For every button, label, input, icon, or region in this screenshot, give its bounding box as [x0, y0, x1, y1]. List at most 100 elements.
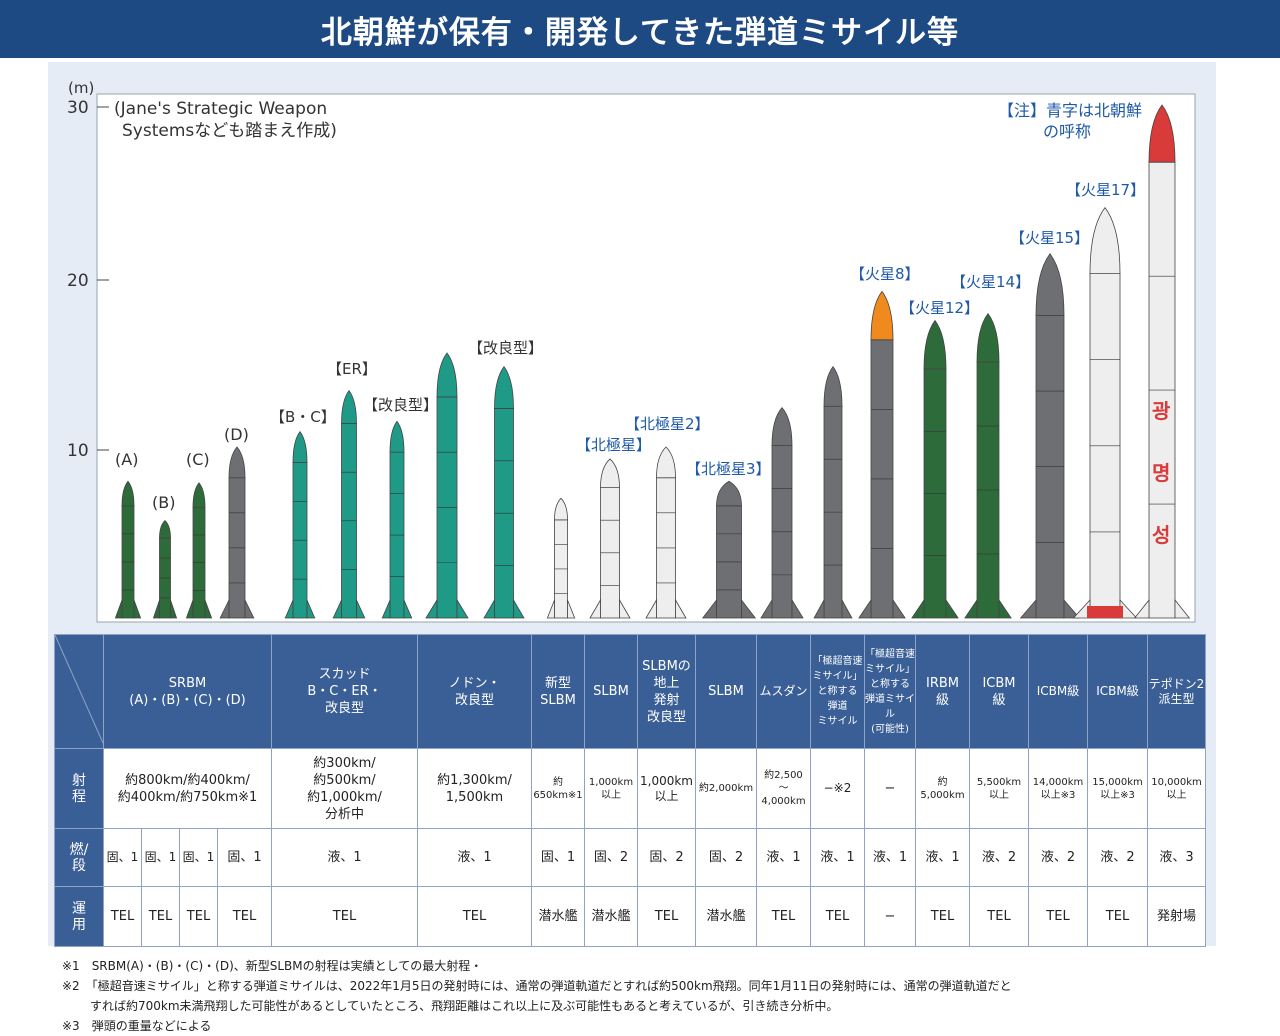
missile-label-pukguksong-3: 【北極星3】: [686, 460, 771, 478]
missile-nose: [436, 352, 458, 398]
missile-fins: [1133, 598, 1191, 619]
missile-fins: [152, 599, 178, 619]
missile-label-pukguksong-2: 【北極星2】: [625, 415, 710, 433]
source-note-line1: (Jane's Strategic Weapon: [114, 99, 327, 119]
missile-diagram: (m) 30 20 10 (Jane's Strategic Weapon Sy…: [67, 79, 1196, 623]
ops-cell: 潜水艦: [695, 886, 757, 947]
page-title: 北朝鮮が保有・開発してきた弾道ミサイル等: [320, 14, 960, 51]
ops-cell: TEL: [417, 886, 532, 947]
header-slbm-1: SLBM: [584, 634, 638, 749]
fuel-cell: 液、1: [756, 828, 811, 887]
range-nodong: 約1,300km/ 1,500km: [417, 748, 532, 829]
fuel-cell: 固、2: [637, 828, 696, 887]
missile-fins: [332, 599, 366, 619]
missile-silhouette: [483, 365, 525, 619]
missile-silhouette: [760, 407, 804, 619]
missile-nose: [159, 519, 171, 539]
missile-label-pukguksong: 【北極星】: [576, 436, 651, 454]
fuel-cell: 固、1: [141, 828, 180, 887]
fuel-cell: 液、1: [810, 828, 865, 887]
y-unit-label: (m): [68, 79, 94, 97]
missile-label-hwasong-17: 【火星17】: [1066, 181, 1145, 199]
header-icbm-2: ICBM級: [1028, 634, 1088, 749]
fuel-cell: 液、3: [1147, 828, 1206, 887]
spec-table-wrap: SRBM (A)・(B)・(C)・(D) スカッド B・C・ER・ 改良型 ノド…: [54, 634, 1206, 947]
header-srbm: SRBM (A)・(B)・(C)・(D): [103, 634, 272, 749]
hangul-char-3: 성: [1152, 523, 1170, 547]
ops-cell: TEL: [179, 886, 218, 947]
ops-cell: TEL: [271, 886, 418, 947]
range-hypersonic: −※2: [810, 748, 865, 829]
header-icbm-1: ICBM 級: [969, 634, 1029, 749]
missile-nose: [494, 365, 514, 409]
legend-note-line2: の呼称: [1043, 122, 1091, 141]
fuel-cell: 液、1: [417, 828, 532, 887]
missile-silhouette: [1019, 253, 1081, 619]
missile-silhouette: [546, 497, 576, 619]
fuel-cell: 液、2: [1087, 828, 1148, 887]
fuel-cell: 固、1: [531, 828, 585, 887]
missile-label-hwasong-14: 【火星14】: [951, 273, 1030, 291]
title-banner: 北朝鮮が保有・開発してきた弾道ミサイル等: [0, 0, 1280, 58]
fuel-cell: 液、1: [271, 828, 418, 887]
fuel-cell: 固、1: [103, 828, 142, 887]
missile-fins: [1019, 598, 1081, 619]
missile-nose: [923, 319, 947, 370]
ops-cell: 潜水艦: [584, 886, 638, 947]
missile-nose: [192, 482, 206, 508]
range-taepodong: 10,000km 以上: [1147, 748, 1206, 829]
fuel-cell: 固、2: [584, 828, 638, 887]
missile-fins: [185, 599, 213, 619]
row-head-ops: 運 用: [54, 886, 104, 947]
range-slbm-ground: 1,000km 以上: [637, 748, 696, 829]
missile-silhouette: [152, 519, 178, 619]
missile-nose: [1148, 104, 1176, 163]
header-scud: スカッド B・C・ER・ 改良型: [271, 634, 418, 749]
range-srbm: 約800km/約400km/ 約400km/約750km※1: [103, 748, 272, 829]
missile-label-nodong-improved: 【改良型】: [468, 339, 543, 357]
hangul-char-2: 명: [1152, 461, 1170, 485]
missile-nose: [976, 312, 1000, 363]
missile-fins: [219, 599, 255, 619]
header-taepodong: テポドン2 派生型: [1147, 634, 1206, 749]
range-icbm-1: 5,500km 以上: [969, 748, 1029, 829]
ops-cell: TEL: [810, 886, 865, 947]
ops-cell: −: [864, 886, 916, 947]
row-head-range: 射 程: [54, 748, 104, 829]
missile-nose: [1035, 253, 1065, 316]
footnote-3: ※3 弾頭の重量などによる: [62, 1019, 212, 1033]
missile-fins: [589, 598, 631, 619]
missile-nose: [228, 446, 246, 479]
missile-label-scud-er: 【ER】: [327, 360, 377, 378]
missile-fins: [858, 598, 906, 619]
missile-silhouette: [185, 482, 213, 619]
header-new-slbm: 新型 SLBM: [531, 634, 585, 749]
header-slbm-2: SLBM: [695, 634, 757, 749]
missile-label-srbm-d: (D): [224, 425, 249, 444]
missile-fins: [701, 598, 757, 619]
ops-cell: TEL: [969, 886, 1029, 947]
range-slbm-2: 約2,000km: [695, 748, 757, 829]
missile-silhouette: [425, 352, 469, 619]
missile-nose: [389, 420, 405, 453]
missile-fins: [284, 599, 316, 619]
header-hypersonic-possible: 「極超音速 ミサイル」 と称する 弾道ミサイル (可能性): [864, 634, 916, 749]
footnote-2b: すれば約700km未満飛翔した可能性があるとしていたところ、飛翔距離はこれ以上に…: [90, 999, 839, 1013]
missile-fins: [645, 598, 687, 619]
ops-cell: TEL: [103, 886, 142, 947]
range-irbm: 約5,000km: [915, 748, 970, 829]
y-tick-label-10: 10: [67, 441, 89, 461]
range-new-slbm: 約650km※1: [531, 748, 585, 829]
fuel-cell: 固、2: [695, 828, 757, 887]
spec-table: SRBM (A)・(B)・(C)・(D) スカッド B・C・ER・ 改良型 ノド…: [54, 634, 1206, 947]
range-scud: 約300km/ 約500km/ 約1,000km/ 分析中: [271, 748, 418, 829]
ops-cell: TEL: [1028, 886, 1088, 947]
missile-nose: [1089, 206, 1121, 274]
missile-silhouette: [1133, 104, 1191, 619]
y-tick-label-20: 20: [67, 271, 89, 291]
missile-silhouette: [701, 480, 757, 619]
header-hypersonic: 「極超音速 ミサイル」 と称する 弾道 ミサイル: [810, 634, 865, 749]
missile-fins: [813, 599, 853, 619]
missile-fins: [425, 598, 469, 619]
missile-fins: [546, 599, 576, 619]
